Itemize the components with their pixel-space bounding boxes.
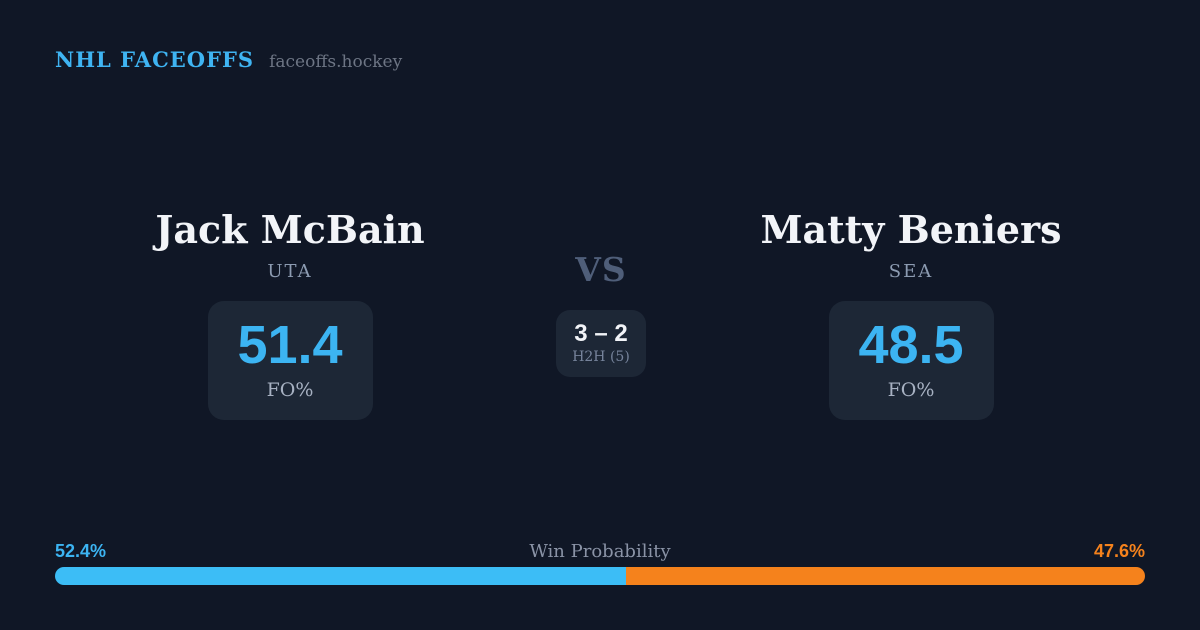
player-right-name: Matty Beniers bbox=[760, 207, 1062, 252]
brand-title: NHL FACEOFFS bbox=[55, 47, 255, 72]
win-probability-bar bbox=[55, 567, 1145, 585]
win-probability-left-pct: 52.4% bbox=[55, 541, 107, 561]
h2h-score: 3 – 2 bbox=[574, 320, 628, 347]
player-left-fo-pct: 51.4 bbox=[237, 315, 343, 375]
win-probability-labels: 52.4% Win Probability 47.6% bbox=[55, 541, 1145, 562]
site-url: faceoffs.hockey bbox=[269, 52, 403, 72]
win-probability-bar-right-segment bbox=[626, 567, 1145, 585]
player-right-team: SEA bbox=[888, 261, 934, 282]
h2h-card: 3 – 2 H2H (5) bbox=[556, 310, 646, 377]
player-right-section: Matty Beniers SEA 48.5 FO% bbox=[746, 206, 1076, 420]
player-right-fo-pct: 48.5 bbox=[858, 315, 964, 375]
versus-section: VS 3 – 2 H2H (5) bbox=[541, 250, 661, 377]
player-left-stat-label: FO% bbox=[266, 379, 314, 401]
win-probability-right-pct: 47.6% bbox=[1093, 541, 1145, 561]
h2h-label: H2H (5) bbox=[572, 349, 630, 365]
player-left-stat-card: 51.4 FO% bbox=[207, 301, 373, 420]
player-right-stat-label: FO% bbox=[887, 379, 935, 401]
vs-label: VS bbox=[575, 250, 627, 289]
win-probability-bar-left-segment bbox=[55, 567, 627, 585]
player-right-stat-card: 48.5 FO% bbox=[828, 301, 994, 420]
win-probability-title: Win Probability bbox=[529, 541, 671, 562]
player-left-team: UTA bbox=[267, 261, 313, 282]
header: NHL FACEOFFS faceoffs.hockey bbox=[55, 47, 402, 72]
player-left-name: Jack McBain bbox=[155, 207, 425, 252]
player-left-section: Jack McBain UTA 51.4 FO% bbox=[125, 206, 455, 420]
